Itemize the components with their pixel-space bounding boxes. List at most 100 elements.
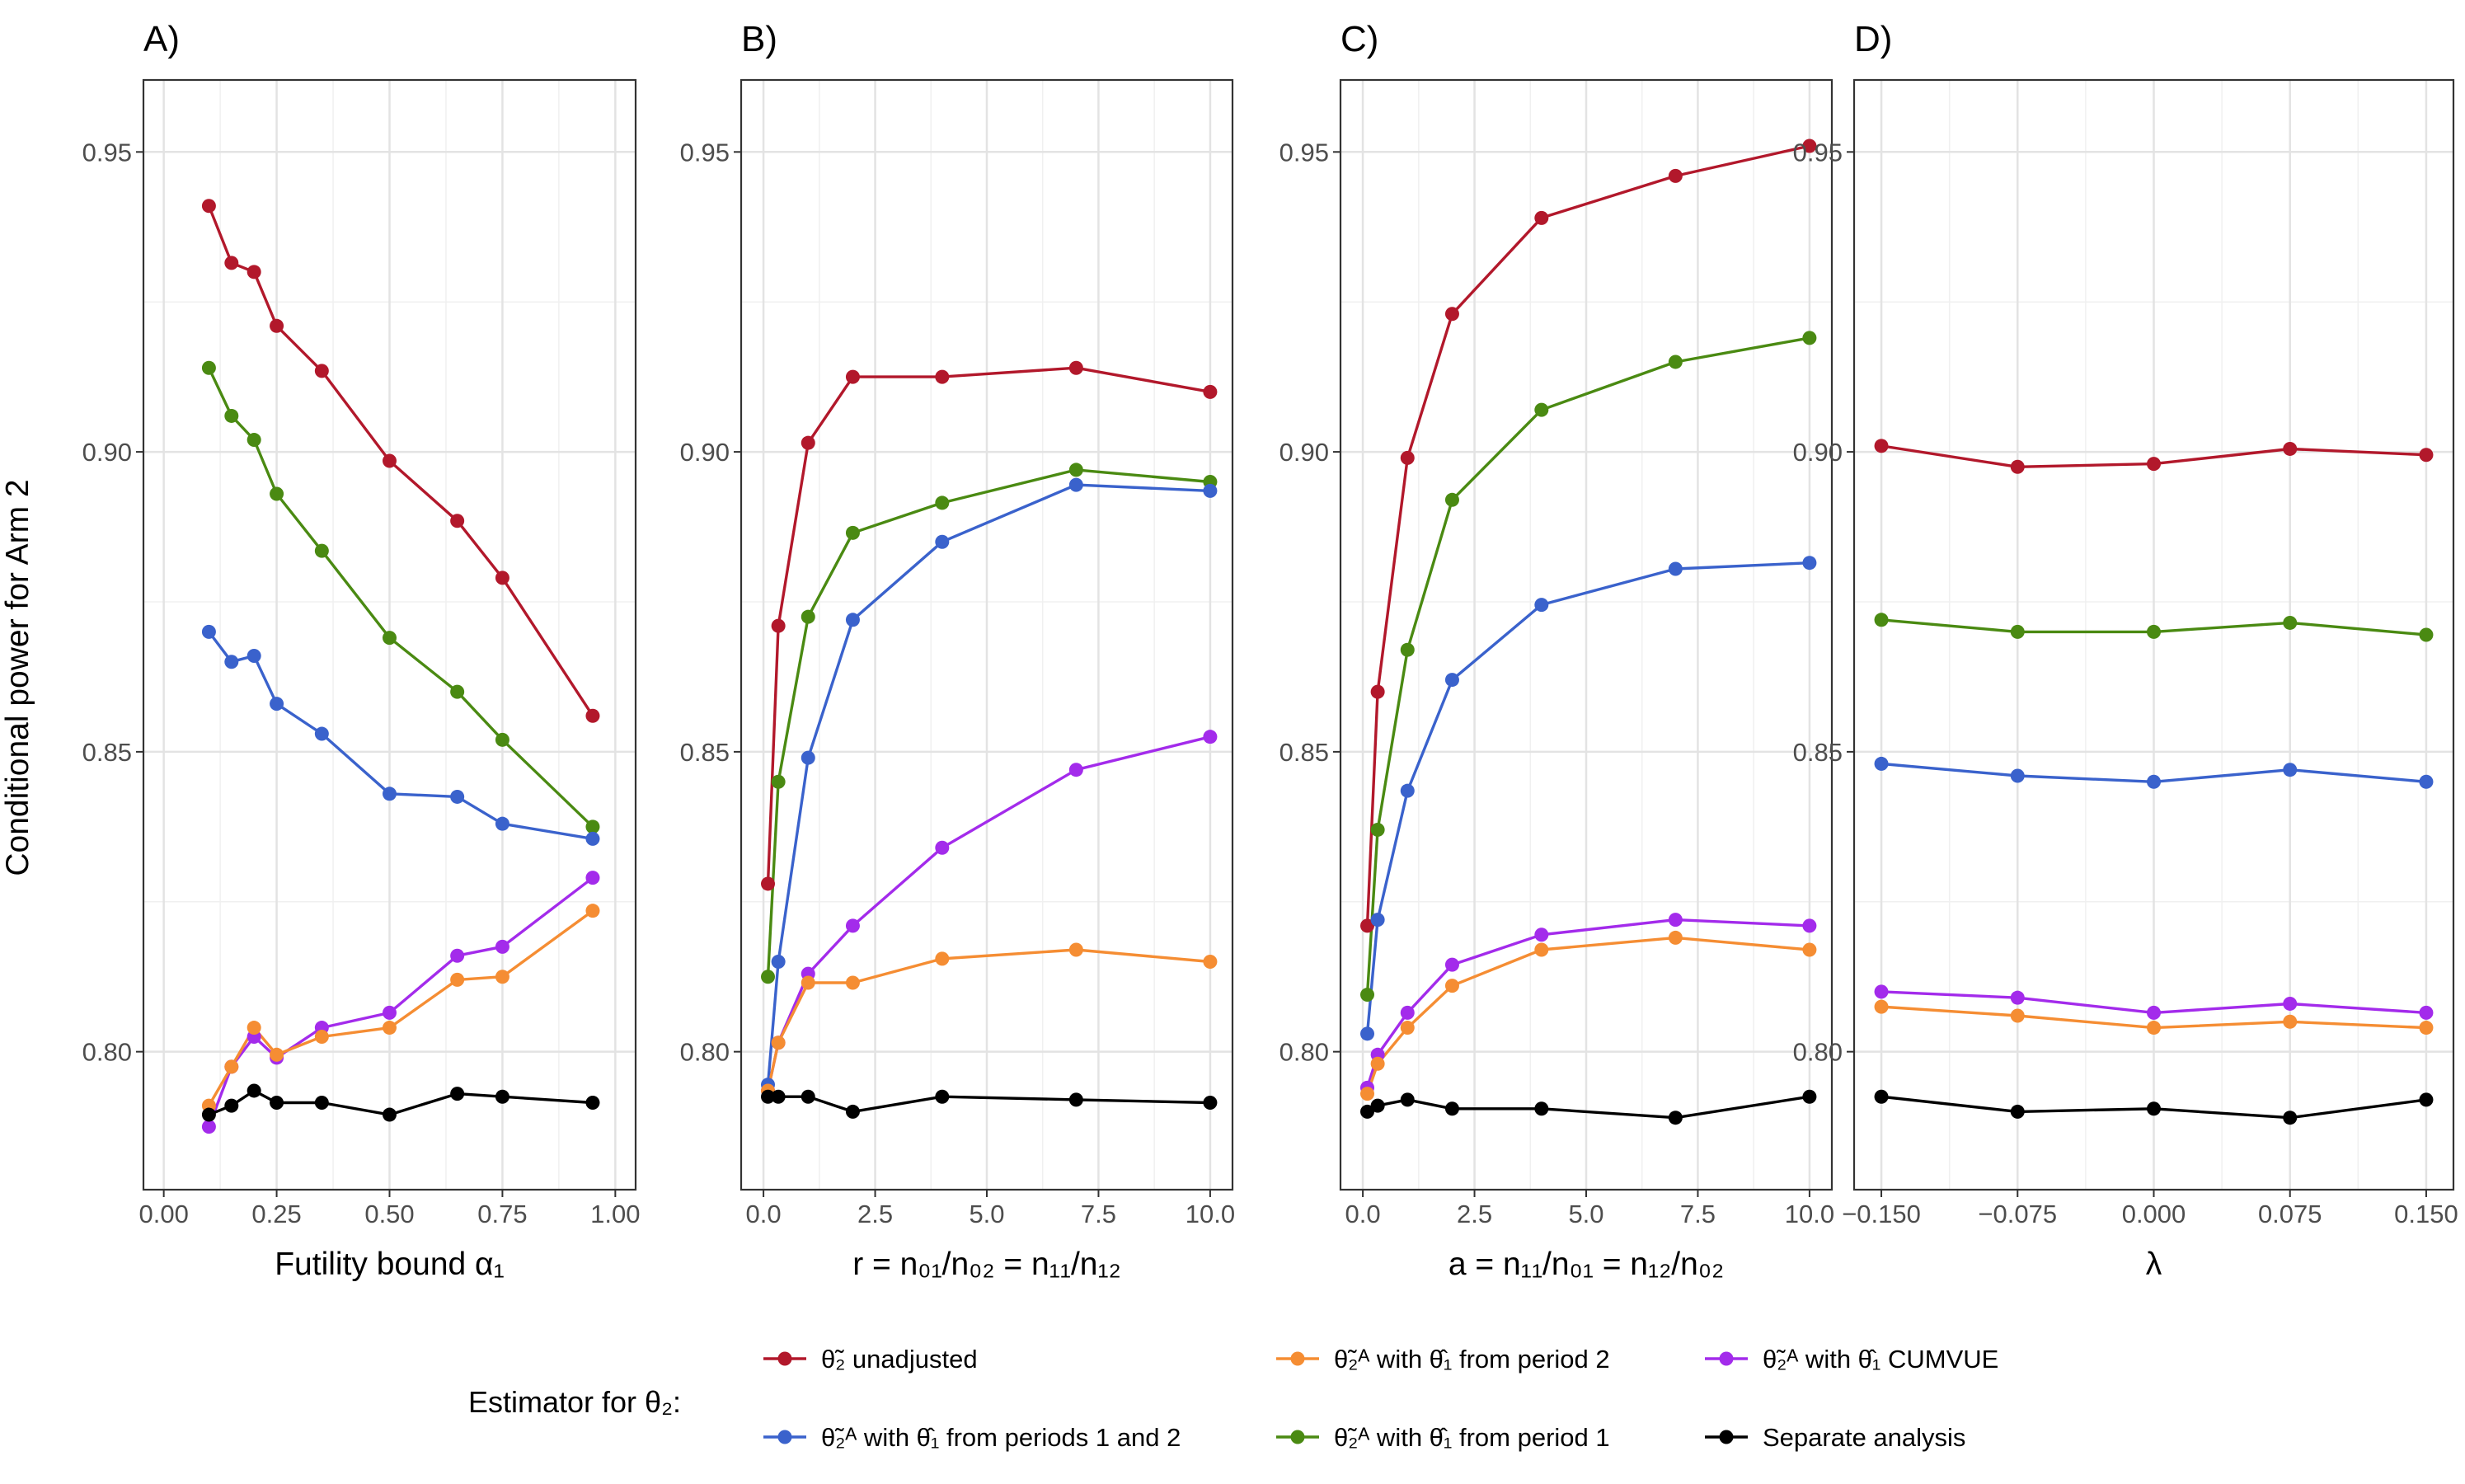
data-point-separate: [1802, 1089, 1817, 1104]
legend-item-separate: Separate analysis: [1705, 1423, 1965, 1452]
data-point-separate: [1874, 1089, 1889, 1104]
panels: 0.00 0.25 0.50 0.75 1.00 0.80 0.85 0.90 0.95 A) Fu…: [82, 19, 2458, 1282]
data-point-period2: [1874, 999, 1889, 1014]
data-point-cumvue: [1874, 984, 1889, 999]
data-point-separate: [2147, 1101, 2161, 1116]
data-point-period2: [2283, 1014, 2298, 1029]
data-point-period2: [1360, 1087, 1375, 1101]
y-tick-label: 0.95: [680, 138, 730, 167]
data-point-periods12: [246, 648, 261, 663]
data-point-period1: [1360, 988, 1375, 1003]
data-point-period2: [1802, 942, 1817, 957]
x-tick-label: 7.5: [1680, 1200, 1716, 1228]
data-point-period2: [495, 970, 509, 984]
data-point-separate: [1444, 1101, 1459, 1116]
data-point-period1: [801, 609, 815, 624]
y-tick-label: 0.80: [1793, 1038, 1843, 1067]
data-point-separate: [845, 1104, 860, 1119]
data-point-period2: [383, 1021, 397, 1036]
data-point-unadjusted: [585, 708, 600, 723]
x-tick-label: 0.00: [139, 1200, 188, 1228]
x-tick-label: 7.5: [1081, 1200, 1116, 1228]
data-point-period1: [771, 774, 786, 789]
x-tick-label: 0.50: [364, 1200, 414, 1228]
data-point-separate: [246, 1083, 261, 1098]
data-point-period1: [224, 408, 239, 423]
data-point-cumvue: [450, 948, 465, 963]
data-point-period2: [246, 1021, 261, 1036]
data-point-separate: [1360, 1104, 1375, 1119]
data-point-period2: [801, 975, 815, 990]
data-point-unadjusted: [1360, 918, 1375, 933]
data-point-separate: [201, 1107, 216, 1122]
data-point-period1: [1874, 613, 1889, 627]
data-point-period1: [201, 360, 216, 375]
data-point-period1: [1802, 331, 1817, 345]
data-point-periods12: [1668, 561, 1683, 576]
legend-item-period1: θ̃₂ᴬ with θ̂₁ from period 1: [1276, 1423, 1610, 1452]
legend-label: θ̃₂ᴬ with θ̂₁ from period 2: [1334, 1345, 1610, 1374]
data-point-cumvue: [1400, 1005, 1415, 1020]
data-point-unadjusted: [1370, 684, 1385, 699]
data-point-periods12: [1400, 783, 1415, 798]
data-point-period2: [2419, 1021, 2434, 1036]
data-point-periods12: [224, 655, 239, 669]
data-point-separate: [1370, 1098, 1385, 1113]
data-point-separate: [1400, 1092, 1415, 1107]
y-tick-label: 0.90: [82, 438, 132, 467]
x-tick-label: −0.075: [1978, 1200, 2057, 1228]
data-point-period1: [761, 970, 776, 984]
data-point-period1: [314, 543, 329, 558]
data-point-unadjusted: [201, 199, 216, 214]
data-point-period1: [2010, 624, 2025, 639]
x-tick-label: 0.075: [2258, 1200, 2322, 1228]
legend-item-periods12: θ̃₂ᴬ with θ̂₁ from periods 1 and 2: [763, 1423, 1181, 1452]
data-point-unadjusted: [383, 453, 397, 468]
data-point-separate: [2283, 1111, 2298, 1125]
data-point-unadjusted: [450, 514, 465, 528]
legend-label: θ̃₂ᴬ with θ̂₁ from periods 1 and 2: [821, 1423, 1181, 1452]
data-point-unadjusted: [801, 435, 815, 450]
y-tick-label: 0.90: [1793, 438, 1843, 467]
data-point-period2: [935, 951, 950, 966]
data-point-period2: [314, 1029, 329, 1044]
data-point-period2: [224, 1059, 239, 1074]
data-point-period2: [1534, 942, 1549, 957]
y-tick-label: 0.80: [82, 1038, 132, 1067]
data-point-unadjusted: [1668, 168, 1683, 183]
data-point-periods12: [935, 534, 950, 549]
data-point-period1: [2419, 627, 2434, 642]
data-point-periods12: [2147, 774, 2161, 789]
panel-title: B): [741, 19, 777, 59]
data-point-separate: [801, 1089, 815, 1104]
data-point-periods12: [1370, 913, 1385, 928]
data-point-unadjusted: [314, 364, 329, 378]
data-point-cumvue: [2147, 1005, 2161, 1020]
data-point-cumvue: [495, 939, 509, 954]
data-point-period1: [2147, 624, 2161, 639]
data-point-periods12: [1444, 673, 1459, 688]
x-tick-label: 0.000: [2122, 1200, 2186, 1228]
data-point-periods12: [2283, 763, 2298, 777]
data-point-period1: [1534, 402, 1549, 417]
data-point-unadjusted: [2147, 457, 2161, 472]
data-point-periods12: [1068, 477, 1083, 492]
data-point-unadjusted: [1203, 384, 1218, 399]
data-point-cumvue: [585, 871, 600, 885]
y-tick-label: 0.95: [82, 138, 132, 167]
data-point-period2: [2010, 1008, 2025, 1023]
data-point-period1: [1370, 822, 1385, 837]
y-tick-label: 0.85: [680, 738, 730, 767]
data-point-cumvue: [1534, 928, 1549, 942]
y-tick-label: 0.80: [1279, 1038, 1329, 1067]
y-tick-label: 0.85: [82, 738, 132, 767]
y-tick-label: 0.85: [1793, 738, 1843, 767]
data-point-separate: [2419, 1092, 2434, 1107]
data-point-cumvue: [1668, 913, 1683, 928]
data-point-unadjusted: [246, 265, 261, 279]
data-point-periods12: [2010, 768, 2025, 783]
x-axis-title: Futility bound α₁: [275, 1247, 505, 1282]
y-axis-title: Conditional power for Arm 2: [0, 479, 35, 876]
data-point-separate: [224, 1098, 239, 1113]
